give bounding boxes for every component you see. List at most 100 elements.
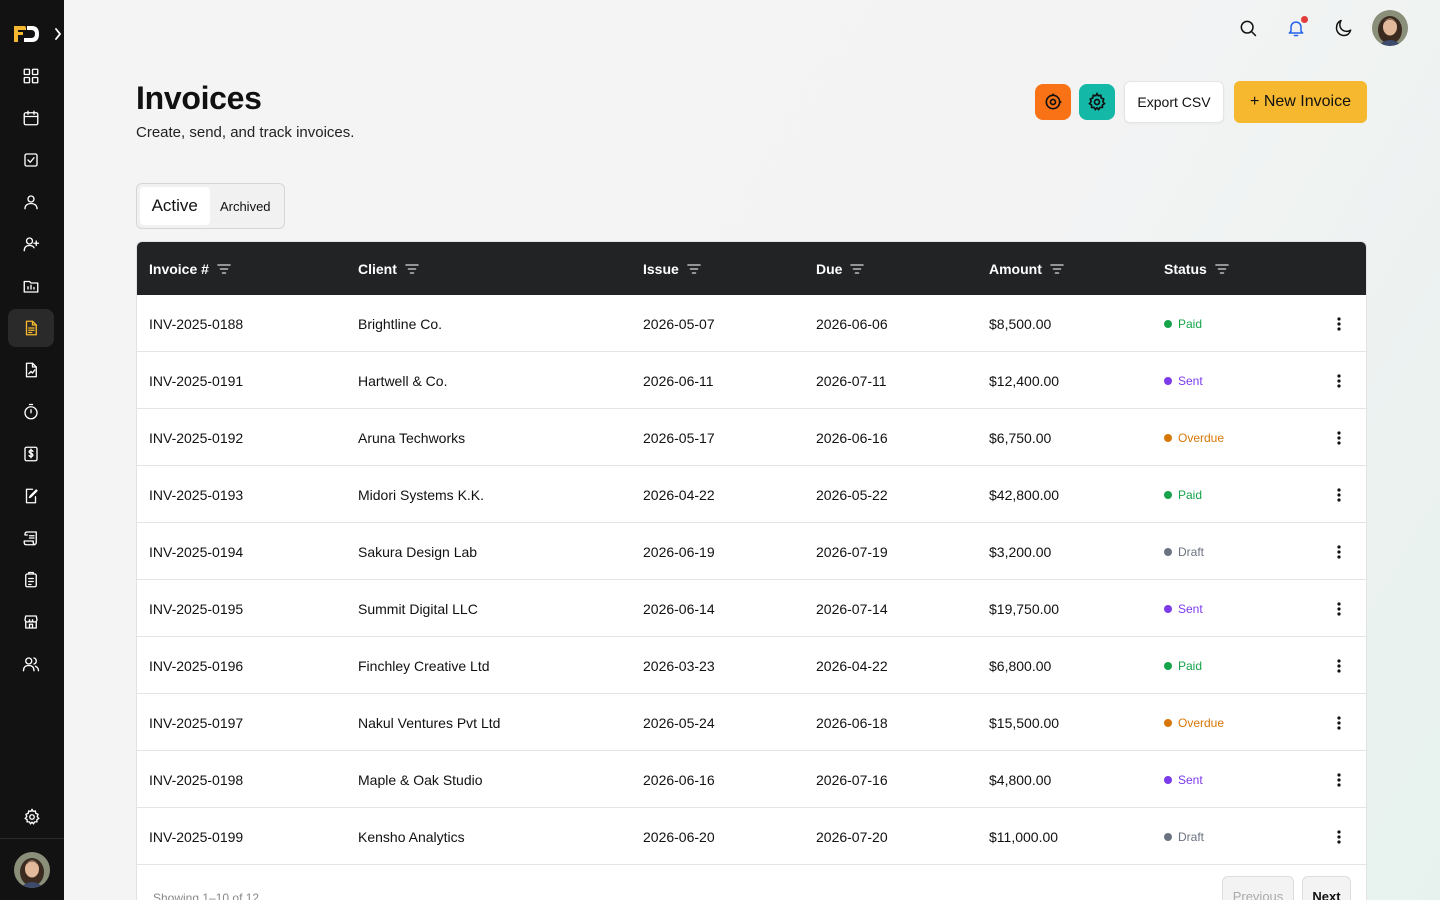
- due-date: 2026-07-19: [816, 543, 888, 560]
- search-button[interactable]: [1236, 16, 1260, 40]
- export-csv-button[interactable]: Export CSV: [1124, 81, 1224, 123]
- notifications-button[interactable]: [1284, 16, 1308, 40]
- next-page-button[interactable]: Next: [1302, 876, 1351, 900]
- sidebar-item-contracts[interactable]: [8, 351, 54, 389]
- orange-action-button[interactable]: [1035, 84, 1071, 120]
- tab-archived[interactable]: Archived: [219, 198, 271, 214]
- column-header-invoice[interactable]: Invoice #: [149, 242, 231, 295]
- issue-date: 2026-06-16: [643, 771, 715, 788]
- row-menu-button[interactable]: [1329, 409, 1349, 466]
- page-subtitle: Create, send, and track invoices.: [136, 124, 355, 141]
- column-header-status[interactable]: Status: [1164, 242, 1229, 295]
- column-header-due[interactable]: Due: [816, 242, 865, 295]
- sidebar-item-dashboard[interactable]: [8, 57, 54, 95]
- sidebar-item-proposals[interactable]: [8, 477, 54, 515]
- sidebar-item-reports[interactable]: [8, 561, 54, 599]
- new-invoice-button[interactable]: + New Invoice: [1234, 81, 1367, 123]
- invoice-number[interactable]: INV-2025-0191: [149, 372, 244, 389]
- table-row[interactable]: INV-2025-0195 Summit Digital LLC 2026-06…: [137, 580, 1366, 637]
- client-name: Aruna Techworks: [358, 429, 466, 446]
- column-header-issue[interactable]: Issue: [643, 242, 701, 295]
- table-row[interactable]: INV-2025-0198 Maple & Oak Studio 2026-06…: [137, 751, 1366, 808]
- invoice-number[interactable]: INV-2025-0195: [149, 600, 244, 617]
- row-menu-button[interactable]: [1329, 694, 1349, 751]
- sidebar-item-notes[interactable]: [8, 519, 54, 557]
- more-vertical-icon: [1337, 316, 1341, 331]
- client-name: Midori Systems K.K.: [358, 486, 485, 503]
- filter-icon[interactable]: [687, 263, 701, 275]
- row-menu-button[interactable]: [1329, 295, 1349, 352]
- issue-date: 2026-06-19: [643, 543, 715, 560]
- status-label: Sent: [1178, 772, 1203, 787]
- amount: $42,800.00: [989, 486, 1060, 503]
- invoice-number[interactable]: INV-2025-0196: [149, 657, 244, 674]
- table-row[interactable]: INV-2025-0191 Hartwell & Co. 2026-06-11 …: [137, 352, 1366, 409]
- column-header-amount[interactable]: Amount: [989, 242, 1064, 295]
- amount: $3,200.00: [989, 543, 1052, 560]
- sidebar-item-add-user[interactable]: [8, 225, 54, 263]
- logo[interactable]: [12, 20, 40, 48]
- invoice-number[interactable]: INV-2025-0197: [149, 714, 244, 731]
- issue-date: 2026-05-17: [643, 429, 715, 446]
- status-label: Paid: [1178, 487, 1203, 502]
- sidebar-item-profile[interactable]: [8, 183, 54, 221]
- table-row[interactable]: INV-2025-0193 Midori Systems K.K. 2026-0…: [137, 466, 1366, 523]
- user-avatar[interactable]: [1372, 10, 1408, 46]
- filter-icon[interactable]: [405, 263, 419, 275]
- user-plus-icon: [23, 237, 40, 252]
- sidebar-item-payments[interactable]: [8, 435, 54, 473]
- invoice-number[interactable]: INV-2025-0198: [149, 771, 244, 788]
- status-dot: [1164, 718, 1172, 727]
- due-date: 2026-06-06: [816, 315, 888, 332]
- settings-button[interactable]: [1079, 84, 1115, 120]
- table-row[interactable]: INV-2025-0199 Kensho Analytics 2026-06-2…: [137, 808, 1366, 865]
- status-label: Overdue: [1178, 715, 1225, 730]
- sidebar-item-invoices[interactable]: [8, 309, 54, 347]
- sidebar-item-projects[interactable]: [8, 267, 54, 305]
- invoice-number[interactable]: INV-2025-0193: [149, 486, 244, 503]
- filter-icon[interactable]: [1050, 263, 1064, 275]
- row-menu-button[interactable]: [1329, 751, 1349, 808]
- invoice-number[interactable]: INV-2025-0192: [149, 429, 244, 446]
- sidebar-item-settings[interactable]: [8, 798, 56, 836]
- table-row[interactable]: INV-2025-0196 Finchley Creative Ltd 2026…: [137, 637, 1366, 694]
- users-icon: [22, 657, 40, 672]
- checkbox-icon: [24, 153, 38, 167]
- expand-sidebar-chevron-icon[interactable]: [52, 26, 64, 42]
- row-menu-button[interactable]: [1329, 637, 1349, 694]
- sidebar-item-time[interactable]: [8, 393, 54, 431]
- table-row[interactable]: INV-2025-0194 Sakura Design Lab 2026-06-…: [137, 523, 1366, 580]
- table-row[interactable]: INV-2025-0197 Nakul Ventures Pvt Ltd 202…: [137, 694, 1366, 751]
- row-menu-button[interactable]: [1329, 466, 1349, 523]
- invoice-number[interactable]: INV-2025-0188: [149, 315, 244, 332]
- table-row[interactable]: INV-2025-0192 Aruna Techworks 2026-05-17…: [137, 409, 1366, 466]
- filter-icon[interactable]: [850, 263, 865, 275]
- notification-dot: [1301, 16, 1308, 23]
- row-menu-button[interactable]: [1329, 352, 1349, 409]
- tab-active[interactable]: Active: [140, 187, 210, 225]
- sidebar-user-avatar[interactable]: [14, 852, 50, 888]
- status-label: Paid: [1178, 658, 1203, 673]
- page-title: Invoices: [136, 80, 262, 116]
- gear-icon: [1088, 92, 1106, 111]
- calendar-icon: [23, 110, 39, 126]
- sidebar-item-tasks[interactable]: [8, 141, 54, 179]
- client-name: Sakura Design Lab: [358, 543, 478, 560]
- row-menu-button[interactable]: [1329, 808, 1349, 865]
- column-header-client[interactable]: Client: [358, 242, 419, 295]
- table-row[interactable]: INV-2025-0188 Brightline Co. 2026-05-07 …: [137, 295, 1366, 352]
- invoice-number[interactable]: INV-2025-0199: [149, 828, 244, 845]
- sidebar-item-calendar[interactable]: [8, 99, 54, 137]
- status-dot: [1164, 832, 1172, 841]
- folder-chart-icon: [23, 280, 39, 293]
- filter-icon[interactable]: [217, 263, 231, 275]
- row-menu-button[interactable]: [1329, 523, 1349, 580]
- user-icon: [24, 195, 38, 210]
- filter-icon[interactable]: [1214, 263, 1229, 275]
- sidebar-item-team[interactable]: [8, 645, 54, 683]
- theme-toggle-button[interactable]: [1332, 16, 1356, 40]
- sidebar-item-store[interactable]: [8, 603, 54, 641]
- invoice-number[interactable]: INV-2025-0194: [149, 543, 244, 560]
- previous-page-button[interactable]: Previous: [1222, 876, 1294, 900]
- row-menu-button[interactable]: [1329, 580, 1349, 637]
